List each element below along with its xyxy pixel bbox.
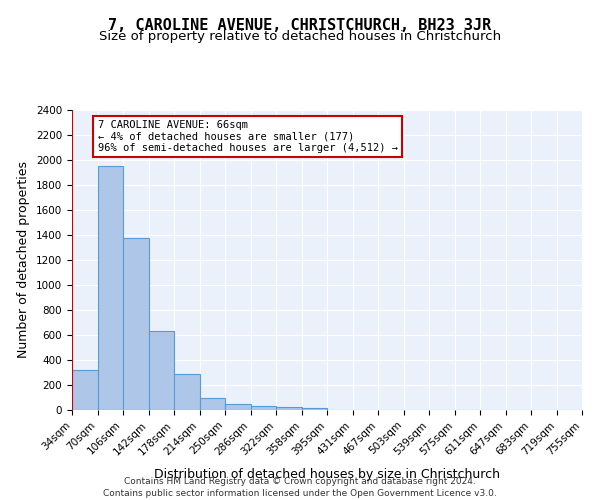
Bar	[174, 374, 199, 410]
Text: 7, CAROLINE AVENUE, CHRISTCHURCH, BH23 3JR: 7, CAROLINE AVENUE, CHRISTCHURCH, BH23 3…	[109, 18, 491, 32]
Text: Contains HM Land Registry data © Crown copyright and database right 2024.: Contains HM Land Registry data © Crown c…	[124, 478, 476, 486]
Bar	[251, 406, 276, 410]
Text: Contains public sector information licensed under the Open Government Licence v3: Contains public sector information licen…	[103, 489, 497, 498]
Y-axis label: Number of detached properties: Number of detached properties	[17, 162, 31, 358]
Bar	[149, 331, 174, 410]
Bar	[97, 166, 123, 410]
Text: Size of property relative to detached houses in Christchurch: Size of property relative to detached ho…	[99, 30, 501, 43]
Bar	[225, 404, 251, 410]
Bar	[72, 370, 97, 410]
Bar	[302, 408, 327, 410]
Text: 7 CAROLINE AVENUE: 66sqm
← 4% of detached houses are smaller (177)
96% of semi-d: 7 CAROLINE AVENUE: 66sqm ← 4% of detache…	[97, 120, 398, 153]
Bar	[276, 407, 302, 410]
Bar	[199, 398, 225, 410]
Bar	[123, 238, 149, 410]
X-axis label: Distribution of detached houses by size in Christchurch: Distribution of detached houses by size …	[154, 468, 500, 480]
